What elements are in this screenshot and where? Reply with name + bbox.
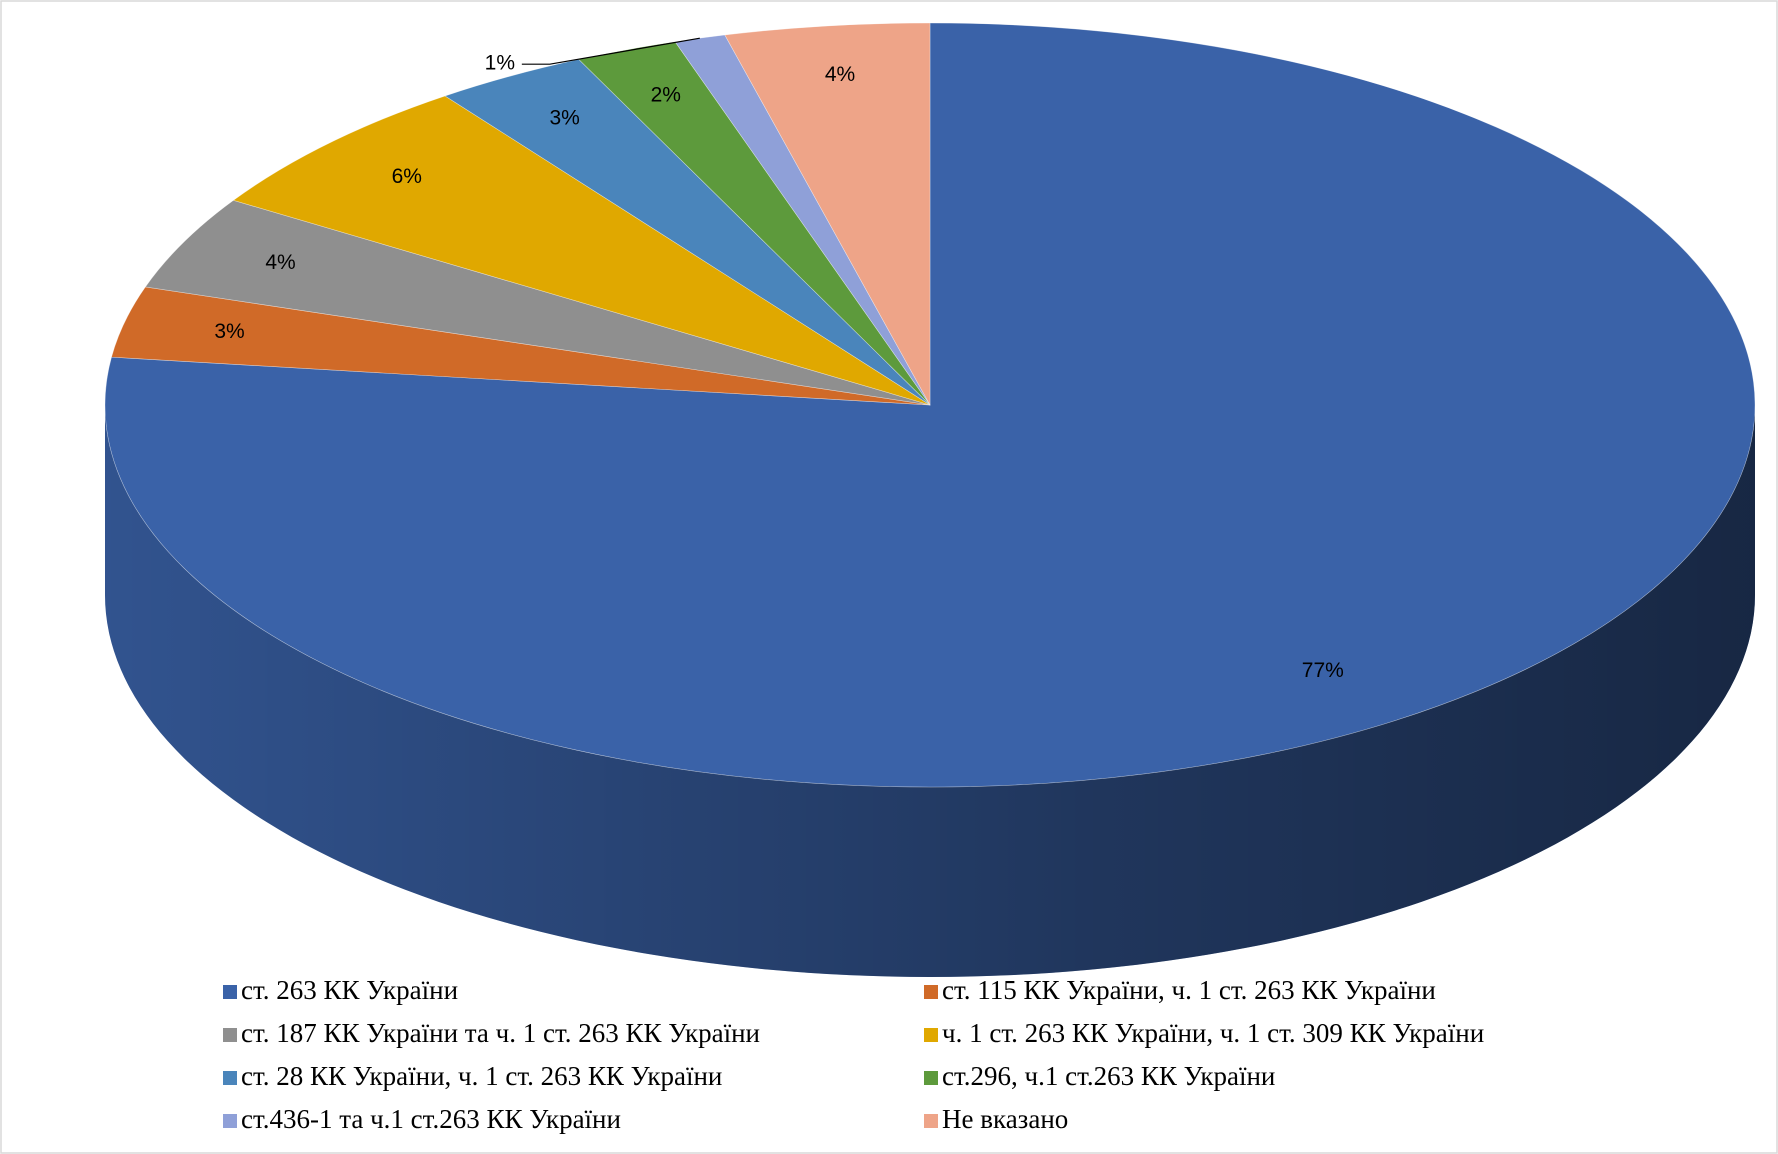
data-label: 6% [392,165,422,188]
slice [144,199,931,406]
data-label: 2% [651,84,681,107]
leader-line [521,37,700,65]
data-label: 3% [549,106,579,129]
data-label: 3% [214,320,244,343]
legend-swatch [223,1028,237,1042]
slice-side-shade [105,405,1755,977]
legend-label: ст. 28 КК України, ч. 1 ст. 263 КК Украї… [241,1061,722,1091]
legend-swatch [223,1114,237,1128]
data-label: 77% [1302,659,1344,682]
data-label: 4% [825,63,855,86]
legend-label: ст.436-1 та ч.1 ст.263 КК України [241,1104,621,1134]
legend-label: ч. 1 ст. 263 КК України, ч. 1 ст. 309 КК… [942,1018,1484,1048]
legend-swatch [924,985,938,999]
legend-swatch [223,985,237,999]
legend-swatch [924,1028,938,1042]
slice [724,22,931,407]
data-label: 4% [265,251,295,274]
data-label: 1% [485,52,515,75]
legend-label: ст. 263 КК України [241,975,458,1005]
legend-label: ст. 115 КК України, ч. 1 ст. 263 КК Укра… [942,975,1436,1005]
legend-label: ст. 187 КК України та ч. 1 ст. 263 КК Ук… [241,1018,760,1048]
slice [232,95,931,406]
legend-label: ст.296, ч.1 ст.263 КК України [942,1061,1275,1091]
legend-swatch [924,1114,938,1128]
legend-swatch [223,1071,237,1085]
legend-label: Не вказано [942,1104,1068,1134]
legend-swatch [924,1071,938,1085]
